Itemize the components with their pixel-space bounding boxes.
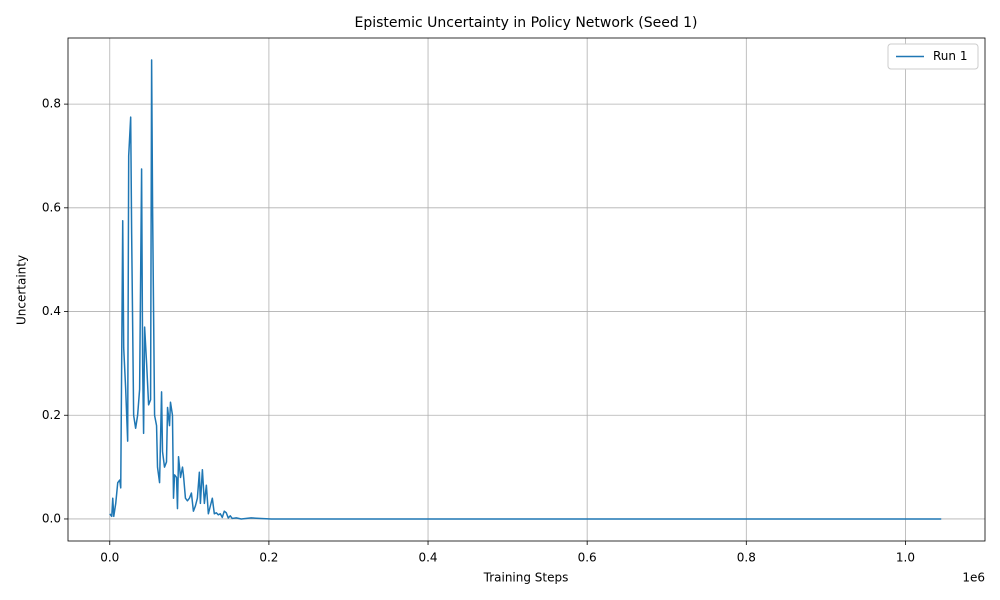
- x-axis-label: Training Steps: [483, 571, 569, 585]
- chart-title: Epistemic Uncertainty in Policy Network …: [354, 15, 697, 31]
- y-tick-label: 0.6: [42, 200, 61, 214]
- y-tick-label: 0.8: [42, 97, 61, 111]
- y-tick-label: 0.4: [42, 304, 61, 318]
- y-tick-label: 0.0: [42, 511, 61, 525]
- x-tick-label: 0.2: [259, 551, 278, 565]
- x-tick-label: 0.8: [737, 551, 756, 565]
- y-tick-label: 0.2: [42, 408, 61, 422]
- plot-frame: [67, 37, 986, 542]
- x-tick-label: 0.6: [578, 551, 597, 565]
- x-tick-label: 1.0: [896, 551, 915, 565]
- x-tick-label: 0.4: [418, 551, 437, 565]
- legend-label: Run 1: [933, 49, 967, 63]
- y-axis-label: Uncertainty: [15, 255, 29, 325]
- legend-box: [887, 43, 979, 70]
- data-line: [109, 59, 942, 520]
- x-tick-label: 0.0: [100, 551, 119, 565]
- x-offset-label: 1e6: [962, 571, 985, 585]
